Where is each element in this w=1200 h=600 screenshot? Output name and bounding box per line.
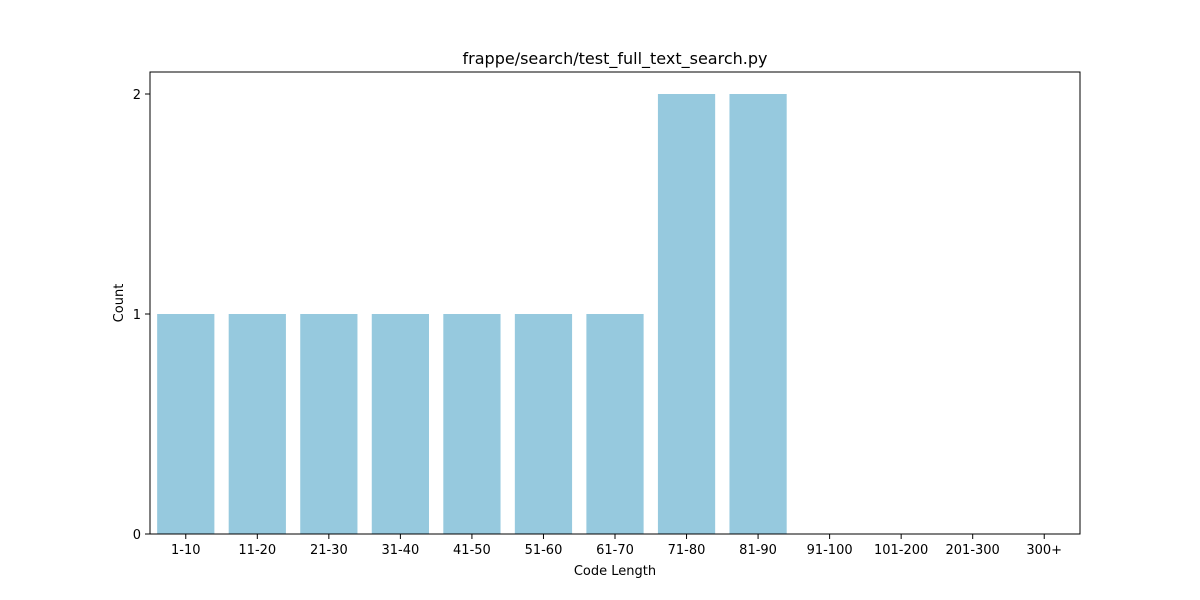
bar-51-60 xyxy=(514,314,573,534)
x-tick-label: 21-30 xyxy=(310,543,348,558)
bars-group xyxy=(157,94,787,534)
x-axis-label: Code Length xyxy=(574,564,656,579)
x-tick-label: 61-70 xyxy=(596,543,634,558)
y-axis-label: Count xyxy=(112,284,127,323)
x-tick-label: 81-90 xyxy=(739,543,777,558)
y-tick-label: 2 xyxy=(133,88,141,103)
bar-1-10 xyxy=(157,314,215,534)
x-tick-label: 51-60 xyxy=(525,543,563,558)
plot-frame xyxy=(149,71,1081,535)
y-tick-label: 1 xyxy=(133,308,141,323)
y-tick-label: 0 xyxy=(133,528,141,543)
x-tick-label: 1-10 xyxy=(171,543,201,558)
bar-41-50 xyxy=(443,314,501,534)
x-tick-label: 71-80 xyxy=(668,543,706,558)
bar-81-90 xyxy=(729,94,787,534)
x-tick-label: 91-100 xyxy=(807,543,853,558)
x-axis-ticks: 1-10 11-20 21-30 31-40 41-50 51-60 61-70 71-80 8… xyxy=(171,534,1062,558)
y-axis-ticks: 0 1 2 xyxy=(133,88,150,543)
x-tick-label: 300+ xyxy=(1026,543,1062,558)
bar-31-40 xyxy=(371,314,429,534)
x-tick-label: 31-40 xyxy=(381,543,419,558)
x-tick-label: 101-200 xyxy=(874,543,928,558)
bar-21-30 xyxy=(300,314,358,534)
x-tick-label: 11-20 xyxy=(238,543,276,558)
x-tick-label: 41-50 xyxy=(453,543,491,558)
chart-title: frappe/search/test_full_text_search.py xyxy=(463,49,768,69)
x-tick-label: 201-300 xyxy=(946,543,1000,558)
bar-61-70 xyxy=(586,314,644,534)
bar-71-80 xyxy=(657,94,716,534)
bar-11-20 xyxy=(228,314,286,534)
